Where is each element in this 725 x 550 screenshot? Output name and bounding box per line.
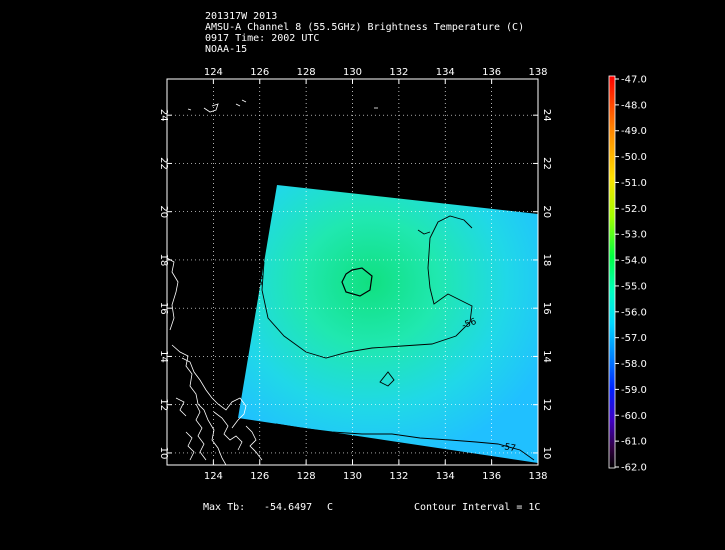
colorbar-label: -60.0	[621, 411, 647, 422]
lat-tick-label-right: 16	[541, 302, 552, 315]
lat-tick-label-left: 24	[158, 109, 169, 122]
lon-tick-label-bottom: 124	[204, 471, 223, 482]
colorbar-label: -53.0	[621, 230, 647, 241]
lon-tick-label-top: 130	[343, 67, 362, 78]
lat-tick-label-left: 12	[158, 398, 169, 411]
colorbar-labels: -47.0 -48.0 -49.0 -50.0 -51.0 -52.0 -53.0 -54.0…	[615, 75, 647, 474]
lat-tick-label-right: 14	[541, 350, 552, 363]
axis-tick-labels: 124 124 126 126 128 128 130 130 132 132 134 134 136 1…	[158, 67, 552, 482]
grid-lines	[167, 79, 538, 465]
colorbar-label: -58.0	[621, 359, 647, 370]
lon-tick-label-top: 134	[436, 67, 455, 78]
storm-id-line: 201317W 2013	[205, 11, 278, 22]
contour-label: -56	[461, 317, 478, 332]
lon-tick-label-bottom: 132	[389, 471, 408, 482]
lon-tick-label-bottom: 130	[343, 471, 362, 482]
colorbar-label: -52.0	[621, 204, 647, 215]
lat-tick-label-right: 22	[541, 157, 552, 170]
lat-tick-label-left: 22	[158, 157, 169, 170]
colorbar-label: -51.0	[621, 178, 647, 189]
colorbar-label: -62.0	[621, 463, 647, 474]
lat-tick-label-left: 14	[158, 350, 169, 363]
contour-label: -56	[254, 273, 266, 289]
data-swath	[238, 185, 538, 463]
colorbar-label: -50.0	[621, 152, 647, 163]
colorbar-label: -57.0	[621, 333, 647, 344]
lat-tick-label-left: 18	[158, 254, 169, 267]
lon-tick-label-bottom: 126	[250, 471, 269, 482]
colorbar-label: -59.0	[621, 385, 647, 396]
lat-tick-label-left: 10	[158, 447, 169, 460]
lat-tick-label-right: 24	[541, 109, 552, 122]
lon-tick-label-top: 128	[297, 67, 316, 78]
lon-tick-label-top: 132	[389, 67, 408, 78]
lat-tick-label-right: 18	[541, 254, 552, 267]
max-tb-unit: C	[327, 502, 334, 513]
lon-tick-label-top: 126	[250, 67, 269, 78]
colorbar-label: -56.0	[621, 307, 647, 318]
lon-tick-label-bottom: 138	[528, 471, 547, 482]
lat-tick-label-left: 20	[158, 205, 169, 218]
coastline	[167, 99, 378, 465]
colorbar-label: -54.0	[621, 256, 647, 267]
lat-tick-label-right: 10	[541, 447, 552, 460]
colorbar-frame	[608, 75, 616, 469]
time-line: 0917 Time: 2002 UTC	[205, 33, 320, 44]
lon-tick-label-bottom: 128	[297, 471, 316, 482]
satellite-name: NOAA-15	[205, 44, 248, 55]
lon-tick-label-bottom: 134	[436, 471, 455, 482]
colorbar-label: -49.0	[621, 126, 647, 137]
contour-label: -57	[500, 442, 516, 454]
contour-labels: -56 -56 -57	[254, 273, 517, 454]
colorbar-label: -55.0	[621, 281, 647, 292]
lon-tick-label-top: 138	[528, 67, 547, 78]
channel-title: AMSU-A Channel 8 (55.5GHz) Brightness Te…	[205, 22, 525, 33]
lon-tick-label-top: 136	[482, 67, 501, 78]
lat-tick-label-right: 20	[541, 205, 552, 218]
contour-lines	[261, 215, 535, 461]
max-tb-value: -54.6497	[264, 502, 313, 513]
map-header: 201317W 2013 AMSU-A Channel 8 (55.5GHz) B…	[205, 11, 524, 55]
colorbar-label: -48.0	[621, 100, 647, 111]
colorbar-label: -61.0	[621, 437, 647, 448]
colorbar	[609, 76, 615, 468]
lat-tick-label-right: 12	[541, 398, 552, 411]
max-tb-label: Max Tb:	[203, 502, 246, 513]
contour-interval: Contour Interval = 1C	[414, 502, 541, 513]
lat-tick-label-left: 16	[158, 302, 169, 315]
axis-ticks	[167, 79, 539, 465]
lon-tick-label-top: 124	[204, 67, 223, 78]
colorbar-label: -47.0	[621, 75, 647, 86]
lon-tick-label-bottom: 136	[482, 471, 501, 482]
